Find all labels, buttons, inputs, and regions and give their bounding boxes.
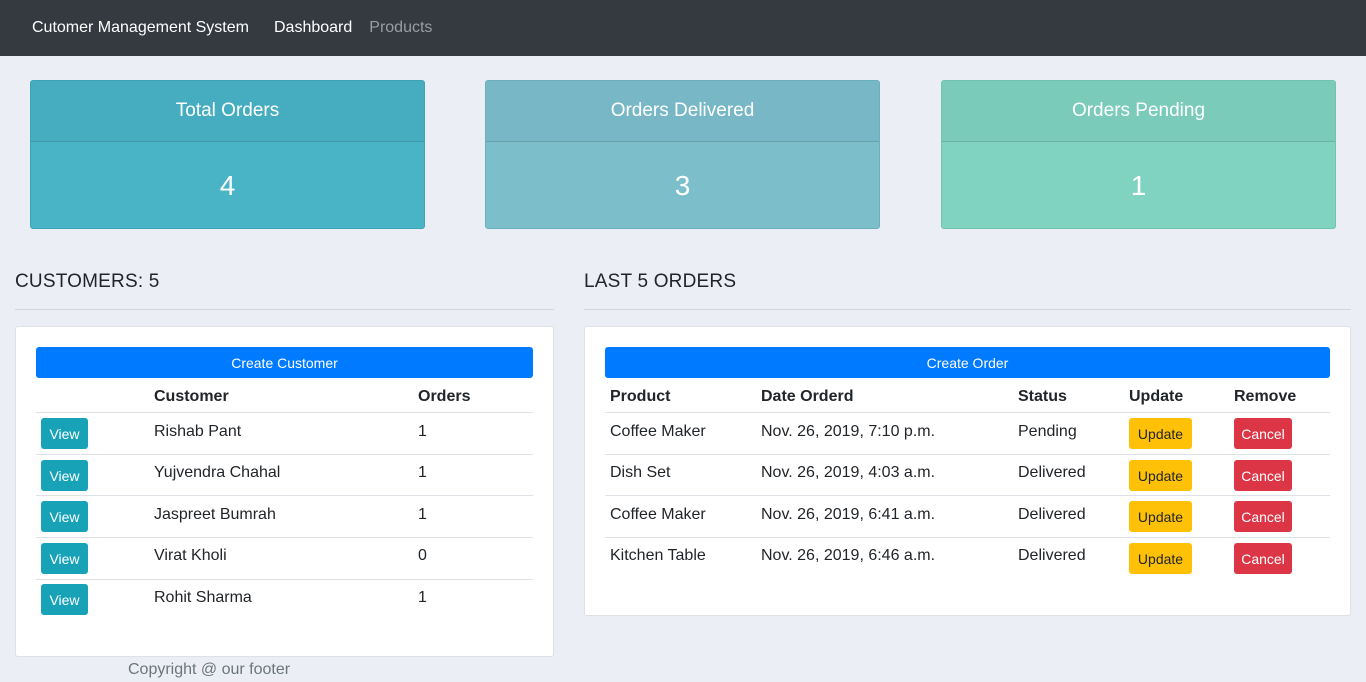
orders-divider	[584, 309, 1351, 310]
order-status: Delivered	[1018, 547, 1086, 564]
update-button[interactable]: Update	[1129, 418, 1192, 449]
view-button[interactable]: View	[41, 418, 88, 449]
orders-header-remove: Remove	[1234, 388, 1297, 405]
view-button[interactable]: View	[41, 543, 88, 574]
order-date: Nov. 26, 2019, 6:41 a.m.	[761, 506, 936, 523]
order-product: Coffee Maker	[610, 423, 706, 440]
order-product: Coffee Maker	[610, 506, 706, 523]
customer-name: Yujvendra Chahal	[154, 464, 281, 481]
row-divider	[36, 579, 533, 580]
card-value: 3	[674, 170, 691, 201]
card-title: Total Orders	[31, 81, 424, 142]
orders-header-date: Date Orderd	[761, 388, 854, 405]
cancel-button[interactable]: Cancel	[1234, 501, 1292, 532]
card-value: 4	[219, 170, 236, 201]
update-button[interactable]: Update	[1129, 460, 1192, 491]
customer-orders: 0	[418, 547, 427, 564]
cancel-button[interactable]: Cancel	[1234, 460, 1292, 491]
customer-name: Jaspreet Bumrah	[154, 506, 276, 523]
orders-header-update: Update	[1129, 388, 1184, 405]
row-divider	[36, 495, 533, 496]
order-date: Nov. 26, 2019, 7:10 p.m.	[761, 423, 936, 440]
row-divider	[605, 495, 1330, 496]
customer-name: Virat Kholi	[154, 547, 227, 564]
footer-text: Copyright @ our footer	[128, 661, 291, 678]
order-status: Pending	[1018, 423, 1077, 440]
create-customer-button[interactable]: Create Customer	[36, 347, 533, 378]
row-divider	[605, 454, 1330, 455]
customers-panel	[15, 326, 554, 657]
row-divider	[36, 454, 533, 455]
order-date: Nov. 26, 2019, 4:03 a.m.	[761, 464, 936, 481]
navbar: Cutomer Management System Dashboard Prod…	[0, 0, 1366, 56]
card-value: 1	[1130, 170, 1147, 201]
orders-title: LAST 5 ORDERS	[584, 271, 737, 292]
view-button[interactable]: View	[41, 584, 88, 615]
order-status: Delivered	[1018, 506, 1086, 523]
row-divider	[36, 412, 533, 413]
card-title: Orders Delivered	[486, 81, 879, 142]
customer-orders: 1	[418, 423, 427, 440]
brand-link[interactable]: Cutomer Management System	[32, 19, 249, 36]
order-product: Dish Set	[610, 464, 671, 481]
update-button[interactable]: Update	[1129, 501, 1192, 532]
update-button[interactable]: Update	[1129, 543, 1192, 574]
card-title: Orders Pending	[942, 81, 1335, 142]
customers-header-orders: Orders	[418, 388, 471, 405]
customer-orders: 1	[418, 464, 427, 481]
customers-divider	[15, 309, 554, 310]
order-product: Kitchen Table	[610, 547, 706, 564]
customer-orders: 1	[418, 506, 427, 523]
orders-pending-card: Orders Pending 1	[941, 80, 1336, 229]
orders-header-product: Product	[610, 388, 671, 405]
view-button[interactable]: View	[41, 460, 88, 491]
customers-header-customer: Customer	[154, 388, 229, 405]
customer-orders: 1	[418, 589, 427, 606]
nav-products[interactable]: Products	[369, 19, 433, 36]
order-status: Delivered	[1018, 464, 1086, 481]
nav-dashboard[interactable]: Dashboard	[273, 19, 353, 36]
order-date: Nov. 26, 2019, 6:46 a.m.	[761, 547, 936, 564]
orders-header-status: Status	[1018, 388, 1067, 405]
total-orders-card: Total Orders 4	[30, 80, 425, 229]
orders-delivered-card: Orders Delivered 3	[485, 80, 880, 229]
row-divider	[36, 537, 533, 538]
customer-name: Rohit Sharma	[154, 589, 252, 606]
create-order-button[interactable]: Create Order	[605, 347, 1330, 378]
customers-title: CUSTOMERS: 5	[15, 271, 160, 292]
view-button[interactable]: View	[41, 501, 88, 532]
cancel-button[interactable]: Cancel	[1234, 418, 1292, 449]
cancel-button[interactable]: Cancel	[1234, 543, 1292, 574]
row-divider	[605, 412, 1330, 413]
customer-name: Rishab Pant	[154, 423, 242, 440]
row-divider	[605, 537, 1330, 538]
